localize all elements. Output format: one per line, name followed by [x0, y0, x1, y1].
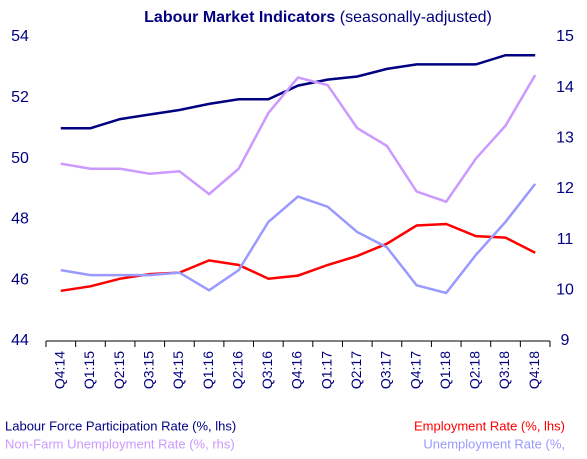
chart-subtitle: (seasonally-adjusted): [340, 9, 492, 26]
y-tick-label: 44: [11, 332, 29, 349]
legend-entry: Employment Rate (%, lhs): [414, 418, 565, 433]
y-tick-label: 52: [11, 89, 29, 106]
x-tick-label: Q4:18: [526, 351, 542, 389]
x-tick-label: Q2:17: [348, 351, 364, 389]
x-tick-label: Q4:14: [52, 351, 68, 389]
y2-tick-label: 14: [556, 79, 574, 96]
y-tick-label: 50: [11, 150, 29, 167]
x-tick-label: Q1:16: [200, 351, 216, 389]
x-tick-label: Q4:16: [289, 351, 305, 389]
x-tick-label: Q1:18: [437, 351, 453, 389]
legend-entry: Labour Force Participation Rate (%, lhs): [5, 418, 236, 433]
x-tick-label: Q2:18: [467, 351, 483, 389]
chart-heading: Labour Market Indicators (seasonally-adj…: [144, 9, 492, 26]
series-line: [60, 74, 537, 204]
y2-tick-label: 15: [556, 28, 574, 45]
x-tick-label: Q1:17: [318, 351, 334, 389]
x-tick-label: Q2:16: [229, 351, 245, 389]
y-tick-label: 54: [11, 28, 29, 45]
y2-tick-label: 11: [557, 231, 574, 248]
x-tick-label: Q3:17: [378, 351, 394, 389]
y2-tick-label: 9: [561, 332, 570, 349]
y2-tick-label: 10: [556, 282, 574, 299]
x-tick-label: Q3:16: [259, 351, 275, 389]
x-tick-label: Q2:15: [111, 351, 127, 389]
x-tick-label: Q1:15: [81, 351, 97, 389]
series-line: [60, 53, 536, 130]
legend-entry: Unemployment Rate (%,: [423, 436, 565, 451]
y2-tick-label: 13: [556, 130, 574, 147]
x-tick-label: Q4:15: [170, 351, 186, 389]
legend-entry: Non-Farm Unemployment Rate (%, rhs): [5, 436, 235, 451]
chart-title: Labour Market Indicators: [144, 9, 335, 26]
x-tick-label: Q4:17: [407, 351, 423, 389]
y2-tick-label: 12: [556, 180, 574, 197]
x-tick-label: Q3:15: [140, 351, 156, 389]
series-line: [60, 222, 536, 293]
y-tick-label: 48: [11, 211, 29, 228]
y-tick-label: 46: [11, 271, 29, 288]
x-tick-label: Q3:18: [496, 351, 512, 389]
series-line: [60, 183, 537, 295]
